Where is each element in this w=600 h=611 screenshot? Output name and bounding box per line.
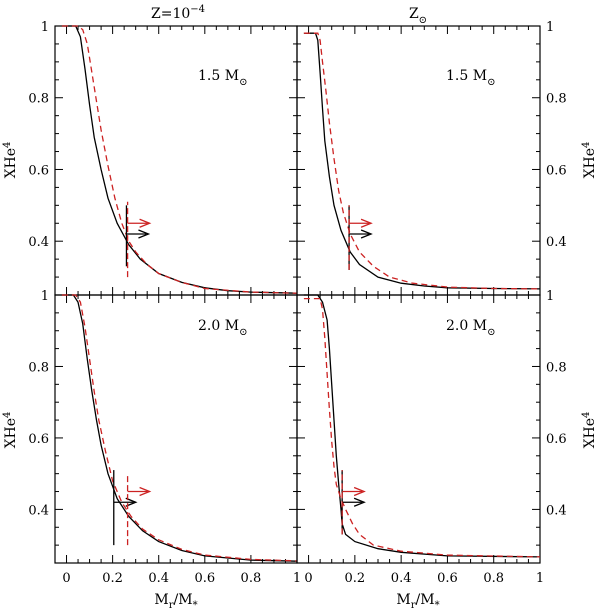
column-title-right-main: Z	[409, 6, 419, 22]
solid-arrow-head	[125, 497, 138, 507]
x-axis-title-main: M	[396, 592, 410, 608]
y-tick-label: 1	[41, 20, 49, 35]
mass-label-bottom-left: 2.0 M⊙	[198, 318, 247, 338]
y-tick-label: 1	[546, 289, 554, 304]
mass-label-sub: ⊙	[487, 327, 495, 338]
dashed-series-line	[61, 294, 298, 562]
dashed-arrow-head	[139, 218, 152, 228]
x-tick-label: 0	[304, 571, 312, 586]
column-title-right-sub: ⊙	[419, 15, 427, 26]
solid-arrow-head	[360, 229, 373, 239]
column-title-left-main: Z=10	[151, 6, 190, 22]
y-axis-title-sup: 4	[581, 142, 592, 148]
solid-series-line	[61, 294, 298, 562]
y-tick-label: 0.6	[546, 163, 567, 178]
y-axis-title-sup: 4	[581, 412, 592, 418]
panel-frame	[54, 25, 298, 296]
x-tick-label: 0.4	[391, 571, 412, 586]
x-axis-title-sub1: r	[169, 600, 174, 611]
x-axis-title-mid: /M	[416, 592, 435, 608]
mass-label-sub: ⊙	[239, 327, 247, 338]
solid-arrow-head	[138, 229, 151, 239]
mass-label-top-left: 1.5 M⊙	[198, 68, 247, 88]
y-tick-label: 0.8	[28, 360, 49, 375]
x-axis-title-sub2: *	[435, 600, 440, 611]
y-tick-label: 0.6	[28, 163, 49, 178]
y-tick-label: 0.8	[546, 360, 567, 375]
y-tick-label: 0.4	[28, 503, 49, 518]
x-axis-title-left: Mr/M*	[154, 592, 197, 611]
solid-series-line	[61, 25, 298, 294]
x-axis-title-mid: /M	[174, 592, 193, 608]
mass-label-sub: ⊙	[239, 77, 247, 88]
x-tick-label: 0.6	[437, 571, 458, 586]
y-axis-title-top-right: XHe4	[581, 142, 598, 179]
y-tick-label: 0.8	[546, 92, 567, 107]
dashed-arrow-head	[353, 486, 366, 497]
y-axis-title-top-left: XHe4	[2, 142, 19, 179]
dashed-series-line	[61, 25, 298, 294]
mass-label-top-right: 1.5 M⊙	[446, 68, 495, 88]
dashed-arrow-head	[360, 218, 373, 228]
y-tick-label: 0.4	[28, 235, 49, 250]
y-tick-label: 0.4	[546, 503, 567, 518]
y-tick-label: 1	[41, 289, 49, 304]
x-axis-title-sub1: r	[411, 600, 416, 611]
column-title-left-sup: −4	[190, 4, 205, 15]
mass-label-main: 1.5 M	[198, 68, 239, 84]
panel-top-left: 0.4 0.6 0.8 1	[28, 20, 298, 296]
mass-label-sub: ⊙	[487, 77, 495, 88]
panel-frame	[54, 294, 298, 564]
panel-bottom-right: 0 0.2 0.4 0.6 0.8 1 0.4 0.6 0.8 1	[296, 289, 567, 586]
mass-label-main: 1.5 M	[446, 68, 487, 84]
panel-top-right: 0.4 0.6 0.8 1	[296, 20, 567, 296]
x-tick-label: 1	[293, 571, 301, 586]
y-tick-label: 0.4	[546, 235, 567, 250]
y-tick-label: 0.6	[546, 432, 567, 447]
x-tick-label: 1	[536, 571, 544, 586]
y-axis-title-bottom-right: XHe4	[581, 412, 598, 449]
y-tick-label: 0.8	[28, 92, 49, 107]
x-tick-label: 0.2	[345, 571, 366, 586]
column-title-left: Z=10−4	[151, 4, 205, 22]
x-axis-title-right: Mr/M*	[396, 592, 439, 611]
solid-series-line	[303, 32, 541, 290]
y-tick-label: 0.6	[28, 432, 49, 447]
x-tick-label: 0.8	[241, 571, 262, 586]
panels-layer: 0.40.60.810.40.60.810 0.2 0.4 0.6 0.8 10.40.6…	[28, 20, 566, 586]
panel-bottom-left: 0 0.2 0.4 0.6 0.8 1 0.4 0.6 0.8 1	[28, 289, 301, 586]
mass-label-bottom-right: 2.0 M⊙	[446, 318, 495, 338]
dashed-series-line	[303, 297, 541, 558]
y-axis-title-main: XHe	[3, 148, 19, 178]
y-axis-title-main: XHe	[582, 148, 598, 178]
mass-label-main: 2.0 M	[198, 318, 239, 334]
x-tick-label: 0.2	[102, 571, 123, 586]
x-tick-label: 0	[62, 571, 70, 586]
y-axis-title-sup: 4	[2, 142, 13, 148]
y-axis-title-main: XHe	[582, 418, 598, 448]
x-tick-label: 0.6	[194, 571, 215, 586]
x-tick-label: 0.8	[483, 571, 504, 586]
panel-frame	[296, 25, 541, 296]
y-axis-title-sup: 4	[2, 412, 13, 418]
x-axis-title-main: M	[154, 592, 168, 608]
mass-label-main: 2.0 M	[446, 318, 487, 334]
y-axis-title-main: XHe	[3, 418, 19, 448]
dashed-arrow-head	[139, 486, 152, 497]
column-title-right: Z⊙	[409, 6, 427, 26]
dashed-series-line	[303, 32, 541, 290]
x-tick-label: 0.4	[148, 571, 169, 586]
x-axis-title-sub2: *	[193, 600, 198, 611]
y-tick-label: 1	[546, 20, 554, 35]
solid-series-line	[303, 294, 541, 558]
panel-frame	[296, 294, 541, 564]
y-axis-title-bottom-left: XHe4	[2, 412, 19, 449]
solid-arrow-head	[353, 497, 366, 507]
